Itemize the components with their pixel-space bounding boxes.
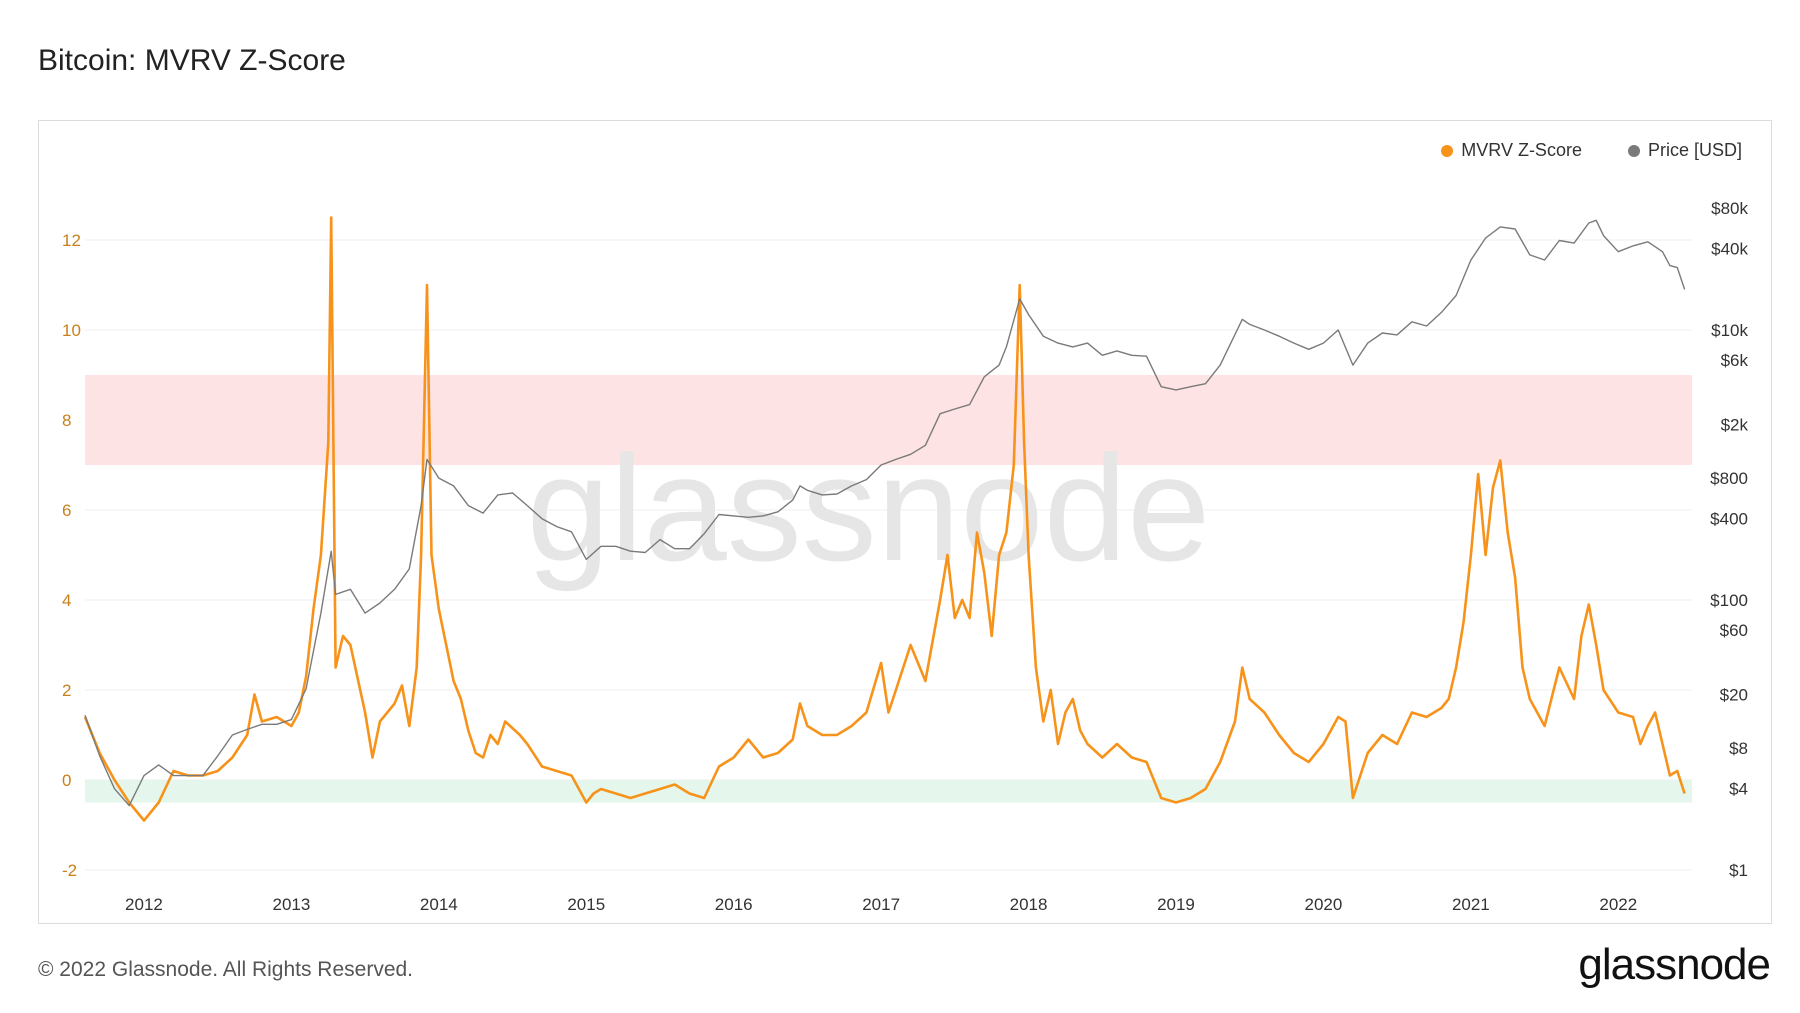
legend-dot-zscore — [1441, 144, 1454, 157]
x-axis-tick-label: 2016 — [715, 895, 753, 914]
x-axis-tick-label: 2014 — [420, 895, 458, 914]
left-axis-tick-label: 12 — [62, 231, 81, 250]
chart-frame — [38, 120, 1772, 924]
left-axis-tick-label: 2 — [62, 681, 71, 700]
right-axis-tick-label: $20 — [1720, 685, 1748, 704]
right-axis-tick-label: $40k — [1711, 240, 1748, 259]
right-axis-tick-label: $800 — [1710, 469, 1748, 488]
right-axis-tick-label: $6k — [1721, 351, 1749, 370]
x-axis-tick-label: 2019 — [1157, 895, 1195, 914]
x-axis-tick-label: 2021 — [1452, 895, 1490, 914]
legend-dot-price — [1627, 144, 1640, 157]
right-axis-tick-label: $10k — [1711, 321, 1748, 340]
right-axis-tick-label: $100 — [1710, 591, 1748, 610]
legend-item-zscore[interactable]: MVRV Z-Score — [1441, 140, 1582, 161]
x-axis-tick-label: 2017 — [862, 895, 900, 914]
brand-logo[interactable]: glassnode — [1578, 940, 1771, 989]
series-line-mvrv-zscore — [83, 216, 1686, 822]
right-axis-tick-label: $4 — [1729, 780, 1748, 799]
x-axis-tick-label: 2012 — [125, 895, 163, 914]
right-axis-tick-label: $60 — [1720, 621, 1748, 640]
legend-item-price[interactable]: Price [USD] — [1627, 140, 1742, 161]
right-axis-tick-label: $80k — [1711, 199, 1748, 218]
x-axis-tick-label: 2020 — [1305, 895, 1343, 914]
copyright-footer: © 2022 Glassnode. All Rights Reserved. — [38, 958, 414, 981]
chart-legend: MVRV Z-Score Price [USD] — [1441, 140, 1742, 161]
left-axis-tick-label: -2 — [62, 861, 77, 880]
right-axis-tick-label: $1 — [1729, 861, 1748, 880]
series-line-price — [84, 219, 1686, 807]
right-axis-tick-label: $2k — [1721, 415, 1749, 434]
x-axis-tick-label: 2015 — [567, 895, 605, 914]
left-axis-tick-label: 8 — [62, 411, 71, 430]
undervalued-band — [85, 780, 1692, 803]
watermark: glassnode — [527, 424, 1211, 592]
left-axis-tick-label: 10 — [62, 321, 81, 340]
left-axis-tick-label: 4 — [62, 591, 71, 610]
right-axis-tick-label: $8 — [1729, 739, 1748, 758]
legend-label-zscore: MVRV Z-Score — [1461, 140, 1582, 160]
x-axis-tick-label: 2022 — [1599, 895, 1637, 914]
chart-title: Bitcoin: MVRV Z-Score — [38, 44, 346, 77]
x-axis-tick-label: 2018 — [1010, 895, 1048, 914]
legend-label-price: Price [USD] — [1647, 140, 1742, 160]
right-axis-tick-label: $400 — [1710, 510, 1748, 529]
left-axis-tick-label: 6 — [62, 501, 71, 520]
overvalued-band — [85, 375, 1692, 465]
left-axis-tick-label: 0 — [62, 771, 71, 790]
x-axis-tick-label: 2013 — [272, 895, 310, 914]
